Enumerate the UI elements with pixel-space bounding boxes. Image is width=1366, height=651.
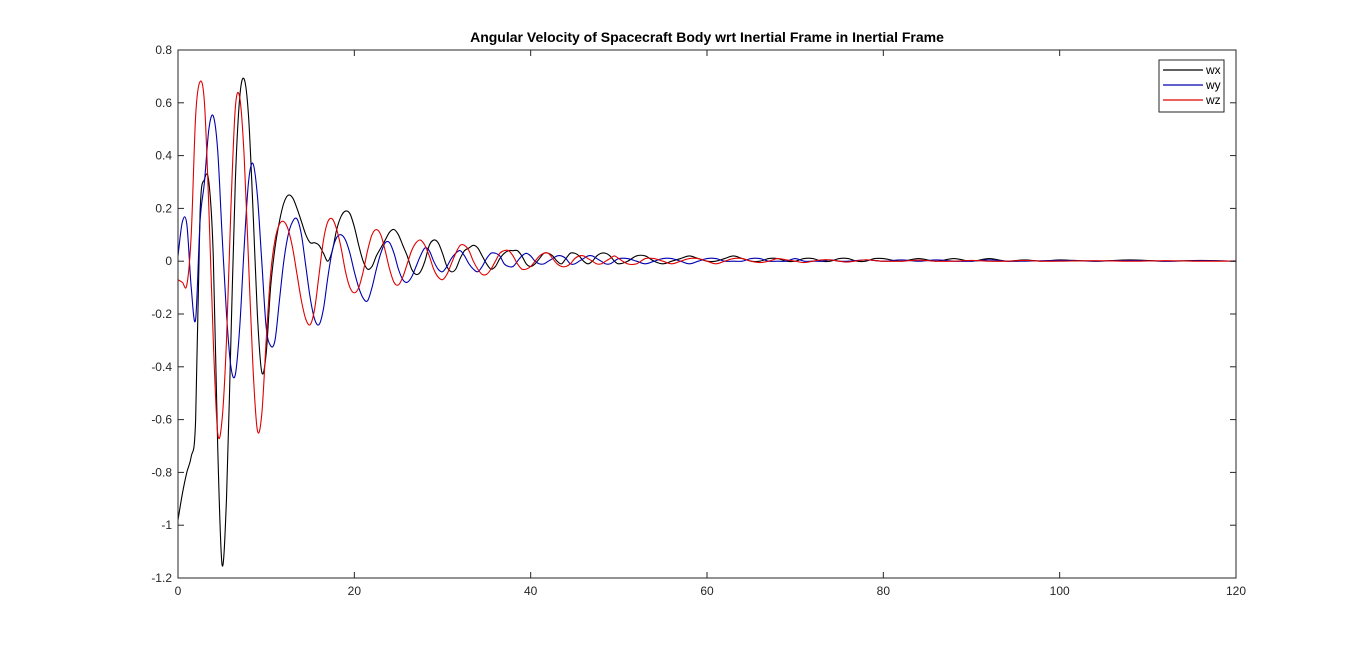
y-tick-label: -0.8 (151, 465, 172, 479)
plot-frame (177, 49, 1237, 579)
y-tick-label: -0.2 (151, 307, 172, 321)
y-tick-label: -0.4 (151, 360, 172, 374)
legend-label-wy: wy (1205, 78, 1221, 92)
legend-label-wz: wz (1205, 93, 1221, 107)
series-layer (178, 77, 1236, 567)
y-tick-label: -1 (161, 518, 172, 532)
y-tick-label: -0.6 (151, 413, 172, 427)
series-line-wy (178, 114, 1236, 379)
x-tick-label: 80 (877, 584, 891, 598)
ticks-layer: 0 20 40 60 80 100 120 -1.2 -1 -0.8 -0.6 -0.4 -0.2 0 0.… (151, 43, 1246, 598)
x-tick-label: 100 (1050, 584, 1070, 598)
legend-box (1158, 59, 1225, 113)
x-tick-label: 120 (1226, 584, 1246, 598)
chart-title: Angular Velocity of Spacecraft Body wrt … (470, 29, 944, 45)
legend-label-wx: wx (1205, 63, 1221, 77)
x-tick-label: 40 (524, 584, 538, 598)
series-line-wz (178, 80, 1236, 440)
y-tick-label: 0.6 (155, 96, 172, 110)
x-tick-label: 20 (348, 584, 362, 598)
x-tick-label: 0 (175, 584, 182, 598)
y-tick-label: 0.8 (155, 43, 172, 57)
y-tick-label: 0.4 (155, 149, 172, 163)
y-tick-label: -1.2 (151, 571, 172, 585)
y-tick-label: 0.2 (155, 201, 172, 215)
y-tick-label: 0 (165, 254, 172, 268)
plot-area (178, 50, 1236, 578)
x-tick-label: 60 (700, 584, 714, 598)
